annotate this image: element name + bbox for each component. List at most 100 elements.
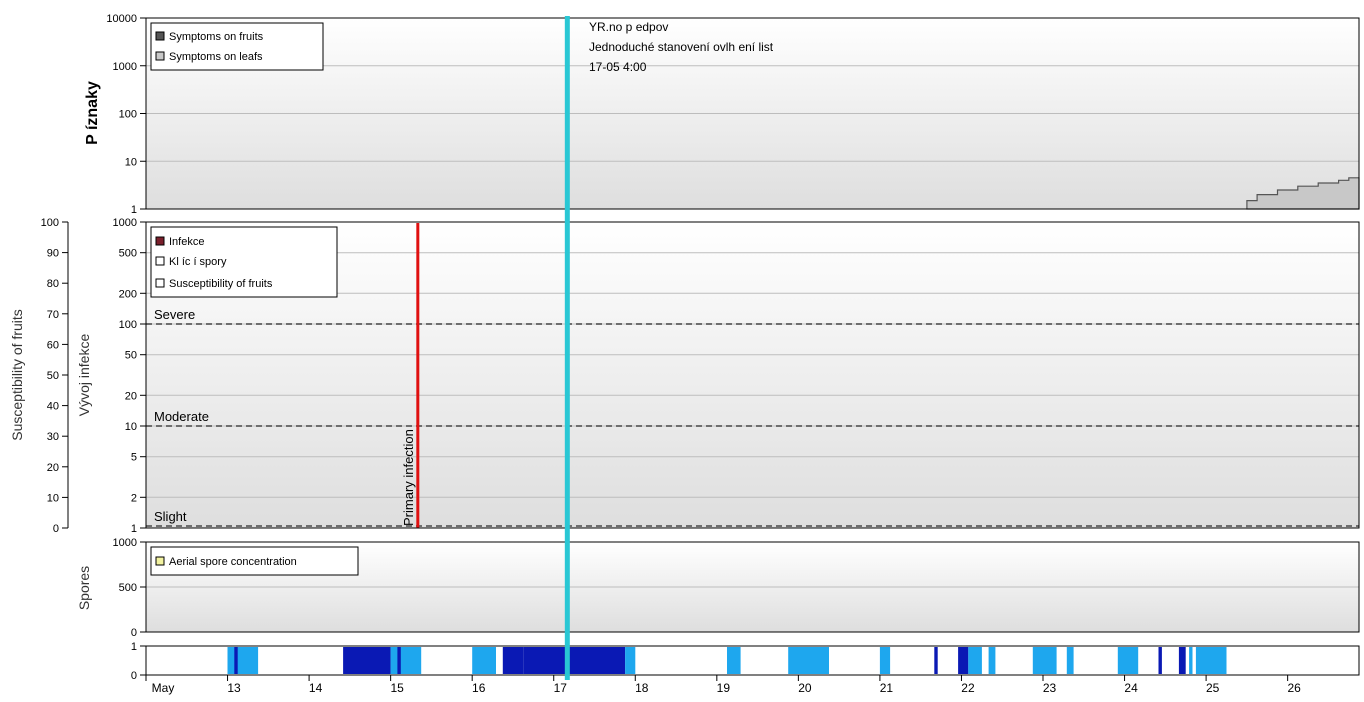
y-tick-label: 10 <box>125 421 137 433</box>
wetness-bar-dark <box>958 647 969 674</box>
y-tick-label: 10 <box>125 156 137 168</box>
x-tick-label: 25 <box>1206 681 1220 695</box>
x-tick-label: 23 <box>1043 681 1057 695</box>
y-tick-label: 500 <box>119 248 137 260</box>
legend-label-susceptibility-of-fruits: Susceptibility of fruits <box>169 278 273 290</box>
wetness-bar-dark <box>397 647 401 674</box>
x-tick-label: 26 <box>1287 681 1301 695</box>
secondary-y-tick-label: 20 <box>47 462 59 474</box>
y-tick-label: 200 <box>119 288 137 300</box>
y-tick-label: 1 <box>131 523 137 535</box>
forecast-time-label: 17-05 4:00 <box>589 60 647 74</box>
y-tick-label: 100 <box>119 319 137 331</box>
infection-panel: Severe Moderate Slight Primary infection 1… <box>9 217 1360 535</box>
symptoms-fruits-area <box>1246 177 1360 210</box>
infection-legend-box <box>150 226 338 298</box>
legend-swatch-susceptibility-of-fruits <box>155 278 165 288</box>
y-tick-label: 2 <box>131 492 137 504</box>
y-tick-label: 100 <box>119 109 137 121</box>
wetness-bar-dark <box>234 647 238 674</box>
legend-label-aerial-spores: Aerial spore concentration <box>169 556 297 568</box>
wetness-bar-dark <box>1178 647 1186 674</box>
secondary-y-tick-label: 80 <box>47 278 59 290</box>
wetness-bar-dark <box>502 647 524 674</box>
secondary-y-tick-label: 40 <box>47 401 59 413</box>
legend-label-infection: Infekce <box>169 236 204 248</box>
secondary-y-tick-label: 30 <box>47 431 59 443</box>
y-tick-label: 1000 <box>113 537 137 549</box>
x-tick-label: 24 <box>1124 681 1138 695</box>
wetness-bar-light <box>390 647 422 674</box>
secondary-y-tick-label: 100 <box>41 217 59 229</box>
wetness-bar-light <box>988 647 996 674</box>
legend-swatch-symptoms-fruits <box>155 31 165 41</box>
wetness-bar-light <box>879 647 891 674</box>
legend-swatch-infection <box>155 236 165 246</box>
legend-swatch-germinating-spores <box>155 256 165 266</box>
wetness-bar-dark <box>523 647 626 674</box>
wetness-bar-light <box>472 647 496 674</box>
primary-infection-label: Primary infection <box>401 429 416 526</box>
infection-legend: Infekce Kl íc í spory Susceptibility of … <box>150 226 338 298</box>
wetness-panel-background <box>146 646 1359 675</box>
legend-label-symptoms-fruits: Symptoms on fruits <box>169 31 264 43</box>
secondary-y-tick-label: 10 <box>47 492 59 504</box>
secondary-y-tick-label: 70 <box>47 309 59 321</box>
wetness-panel-frame <box>145 645 1360 676</box>
wetness-bar-light <box>968 647 982 674</box>
x-tick-label: 22 <box>961 681 975 695</box>
infection-panel-frame <box>145 221 1360 529</box>
wetness-bar-dark <box>1158 647 1162 674</box>
x-tick-label: 17 <box>554 681 568 695</box>
x-tick-label: May <box>152 681 175 695</box>
y-tick-label: 10000 <box>106 13 137 25</box>
y-tick-label: 20 <box>125 390 137 402</box>
legend-label-symptoms-leaves: Symptoms on leafs <box>169 51 263 63</box>
infection-y-axis-label: Vývoj infekce <box>76 334 92 417</box>
x-tick-label: 18 <box>635 681 649 695</box>
secondary-y-tick-label: 50 <box>47 370 59 382</box>
wetness-bar-dark <box>343 647 391 674</box>
symptoms-y-axis-label: P íznaky <box>84 81 101 145</box>
wetness-bar-light <box>727 647 741 674</box>
wetness-panel: 0 1 May 13 14 15 16 17 18 19 20 21 22 23 24 25 26 <box>131 641 1360 695</box>
legend-label-germinating-spores: Kl íc í spory <box>169 256 227 268</box>
threshold-label-severe: Severe <box>154 307 195 322</box>
threshold-label-moderate: Moderate <box>154 409 209 424</box>
wetness-bar-light <box>1117 647 1139 674</box>
wetness-bar-light <box>625 647 636 674</box>
susceptibility-y-axis-label: Susceptibility of fruits <box>9 309 25 441</box>
wetness-method-label: Jednoduché stanovení ovlh ení list <box>589 40 774 54</box>
wetness-bar-light <box>1032 647 1057 674</box>
infection-panel-background <box>146 222 1359 528</box>
wetness-bar-light <box>1066 647 1074 674</box>
wetness-bar-dark <box>934 647 938 674</box>
secondary-y-tick-label: 60 <box>47 339 59 351</box>
y-tick-label: 5 <box>131 452 137 464</box>
y-tick-label: 500 <box>119 582 137 594</box>
legend-swatch-symptoms-leaves <box>155 51 165 61</box>
x-tick-label: 19 <box>717 681 731 695</box>
y-tick-label: 1 <box>131 641 137 653</box>
wetness-bar-light <box>227 647 259 674</box>
y-tick-label: 0 <box>131 627 137 639</box>
x-tick-label: 20 <box>798 681 812 695</box>
spores-legend-box <box>150 546 359 576</box>
y-tick-label: 50 <box>125 350 137 362</box>
symptoms-panel: 1 10 100 1000 10000 P íznaky Symptoms on fru… <box>84 13 1360 216</box>
secondary-y-tick-label: 90 <box>47 248 59 260</box>
wetness-bar-light <box>788 647 829 674</box>
y-tick-label: 1000 <box>113 61 137 73</box>
symptoms-legend-box <box>150 22 324 71</box>
y-tick-label: 1000 <box>113 217 137 229</box>
threshold-label-slight: Slight <box>154 509 187 524</box>
x-tick-label: 15 <box>390 681 404 695</box>
forecast-source-label: YR.no p edpov <box>589 20 668 34</box>
x-tick-label: 14 <box>309 681 323 695</box>
secondary-y-tick-label: 0 <box>53 523 59 535</box>
wetness-bar-light <box>1189 647 1193 674</box>
symptoms-legend: Symptoms on fruits Symptoms on leafs <box>150 22 324 71</box>
x-tick-label: 13 <box>227 681 241 695</box>
x-tick-label: 21 <box>880 681 894 695</box>
